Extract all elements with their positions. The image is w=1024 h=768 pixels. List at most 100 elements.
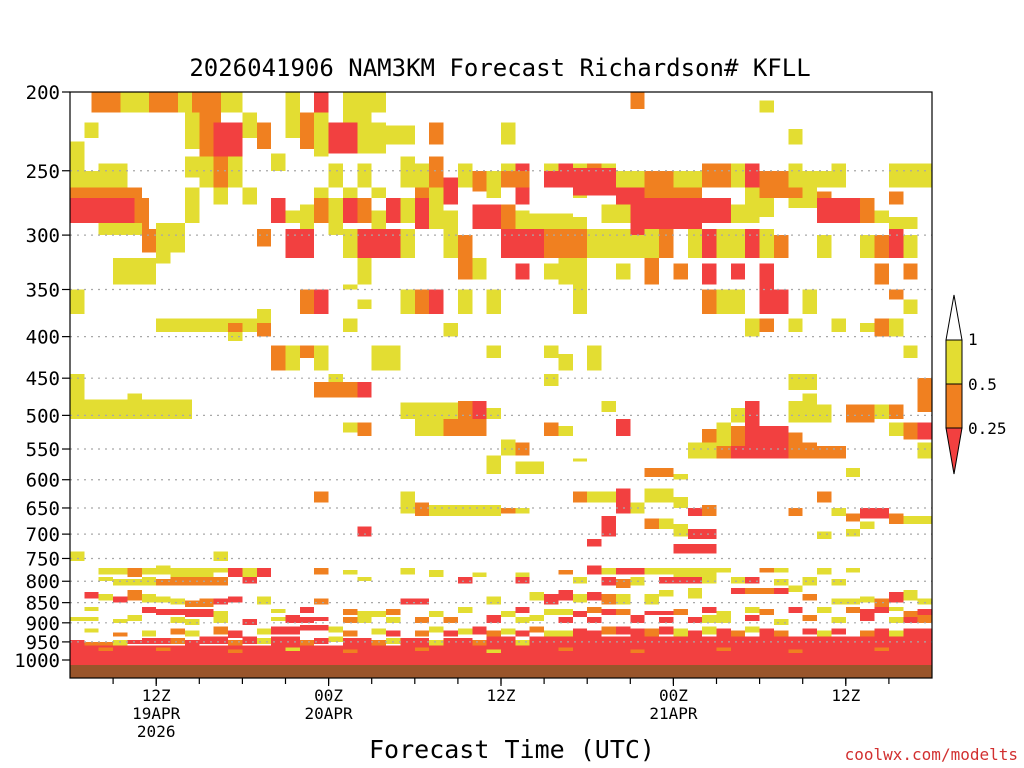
heatmap-cell (702, 229, 717, 258)
heatmap-cell (860, 630, 875, 637)
heatmap-cell (199, 636, 229, 644)
heatmap-cell (501, 170, 530, 188)
heatmap-cell (845, 567, 861, 573)
heatmap-cell (299, 204, 315, 230)
heatmap-cell (644, 229, 660, 258)
heatmap-cell (213, 551, 229, 561)
heatmap-cell (874, 318, 889, 337)
heatmap-cells (70, 92, 932, 669)
heatmap-cell (357, 229, 401, 258)
heatmap-cell (400, 289, 415, 314)
heatmap-cell (84, 606, 99, 611)
heatmap-cell (702, 606, 717, 613)
heatmap-cell (242, 636, 257, 644)
heatmap-cell (759, 628, 774, 637)
heatmap-cell (271, 636, 300, 646)
heatmap-cell (271, 345, 286, 371)
heatmap-cell (170, 598, 185, 605)
heatmap-cell (817, 235, 832, 258)
x-tick-label: 20APR (305, 704, 354, 723)
heatmap-cell (486, 170, 501, 198)
heatmap-cell (845, 606, 861, 613)
heatmap-cell (414, 163, 430, 188)
heatmap-cell (156, 647, 171, 652)
heatmap-cell (228, 156, 243, 188)
heatmap-cell (429, 289, 444, 314)
heatmap-cell (357, 382, 372, 398)
heatmap-cell (400, 567, 415, 575)
heatmap-cell (601, 516, 616, 537)
heatmap-cell (659, 518, 674, 530)
heatmap-cell (544, 594, 559, 605)
heatmap-cell (184, 156, 200, 178)
heatmap-cell (903, 163, 932, 188)
heatmap-cell (874, 598, 889, 607)
heatmap-cell (860, 197, 875, 224)
heatmap-cell (687, 529, 717, 540)
heatmap-cell (170, 628, 185, 635)
heatmap-cell (357, 610, 372, 617)
heatmap-cell (773, 567, 789, 573)
heatmap-cell (314, 567, 329, 575)
y-tick-label: 550 (26, 439, 60, 461)
heatmap-cell (860, 507, 889, 519)
heatmap-cell (357, 422, 372, 436)
heatmap-cell (888, 229, 904, 258)
heatmap-cell (156, 579, 171, 586)
heatmap-cell (120, 92, 150, 113)
heatmap-cell (314, 382, 343, 398)
y-tick-label: 750 (26, 548, 60, 570)
heatmap-cell (472, 400, 487, 419)
heatmap-cell (98, 163, 128, 188)
heatmap-cell (917, 378, 932, 401)
heatmap-cell (673, 608, 688, 615)
heatmap-cell (716, 445, 731, 459)
heatmap-cell (357, 122, 387, 154)
heatmap-cell (745, 163, 760, 188)
heatmap-cell (558, 570, 573, 575)
y-tick-label: 400 (26, 327, 60, 349)
heatmap-cell (314, 92, 329, 113)
heatmap-cell (472, 170, 487, 192)
heatmap-cell (113, 257, 157, 285)
heatmap-cell (256, 628, 272, 635)
heatmap-cell (429, 626, 444, 633)
heatmap-cell (501, 507, 516, 514)
heatmap-cell (213, 626, 229, 635)
heatmap-cell (501, 628, 516, 635)
heatmap-cell (285, 614, 300, 623)
heatmap-cell (730, 263, 746, 280)
heatmap-cell (170, 616, 185, 623)
heatmap-cell (414, 418, 444, 436)
heatmap-cell (228, 567, 243, 577)
heatmap-cell (788, 507, 803, 517)
heatmap-cell (84, 641, 114, 646)
heatmap-cell (903, 610, 918, 617)
heatmap-cell (572, 594, 588, 603)
heatmap-cell (759, 229, 774, 258)
heatmap-cell (673, 496, 688, 508)
heatmap-cell (773, 579, 789, 586)
heatmap-cell (429, 122, 444, 145)
heatmap-cell (745, 400, 760, 426)
heatmap-cell (572, 458, 588, 462)
heatmap-cell (328, 122, 358, 154)
heatmap-cell (486, 289, 501, 314)
heatmap-cell (845, 467, 861, 477)
heatmap-cell (702, 163, 731, 188)
heatmap-cell (70, 660, 932, 669)
heatmap-cell (673, 576, 688, 584)
y-tick-label: 900 (26, 613, 60, 635)
heatmap-cell (184, 608, 214, 617)
heatmap-cell (342, 422, 358, 433)
heatmap-cell (70, 170, 99, 188)
heatmap-cell (601, 229, 631, 258)
heatmap-cell (773, 235, 789, 258)
chart-title: 2026041906 NAM3KM Forecast Richardson# K… (189, 54, 810, 82)
heatmap-cell (773, 630, 789, 637)
heatmap-cell (745, 576, 760, 584)
colorbar-bin (945, 339, 963, 385)
y-tick-label: 650 (26, 498, 60, 520)
heatmap-cell (501, 229, 545, 258)
